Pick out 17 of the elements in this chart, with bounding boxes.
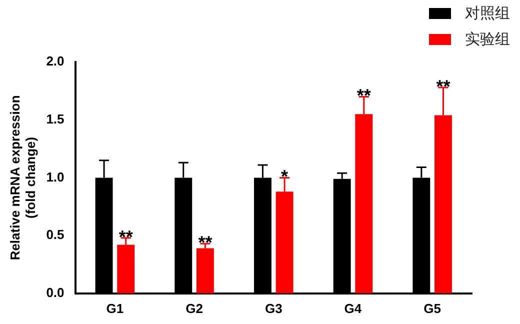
x-tick-label: G1 — [106, 300, 124, 316]
x-tick-label: G5 — [424, 300, 441, 316]
annotation: ** — [198, 232, 212, 253]
x-tick-label: G4 — [344, 300, 362, 316]
y-tick-label: 0.0 — [46, 284, 64, 300]
y-tick-label: 1.5 — [46, 111, 64, 126]
annotation: ** — [356, 86, 371, 106]
annotation: ** — [436, 76, 450, 96]
legend-label: 实验组 — [465, 30, 510, 48]
y-tick-label: 2.0 — [46, 54, 64, 69]
legend-label: 对照组 — [465, 4, 510, 22]
y-tick-label: 1.0 — [46, 169, 64, 184]
x-tick-label: G3 — [264, 300, 282, 316]
x-tick-label: G2 — [186, 300, 203, 316]
y-axis-title: Relative mRNA expression (fold change) — [7, 95, 38, 260]
annotation: * — [281, 166, 288, 187]
y-tick-label: 0.5 — [46, 227, 64, 242]
